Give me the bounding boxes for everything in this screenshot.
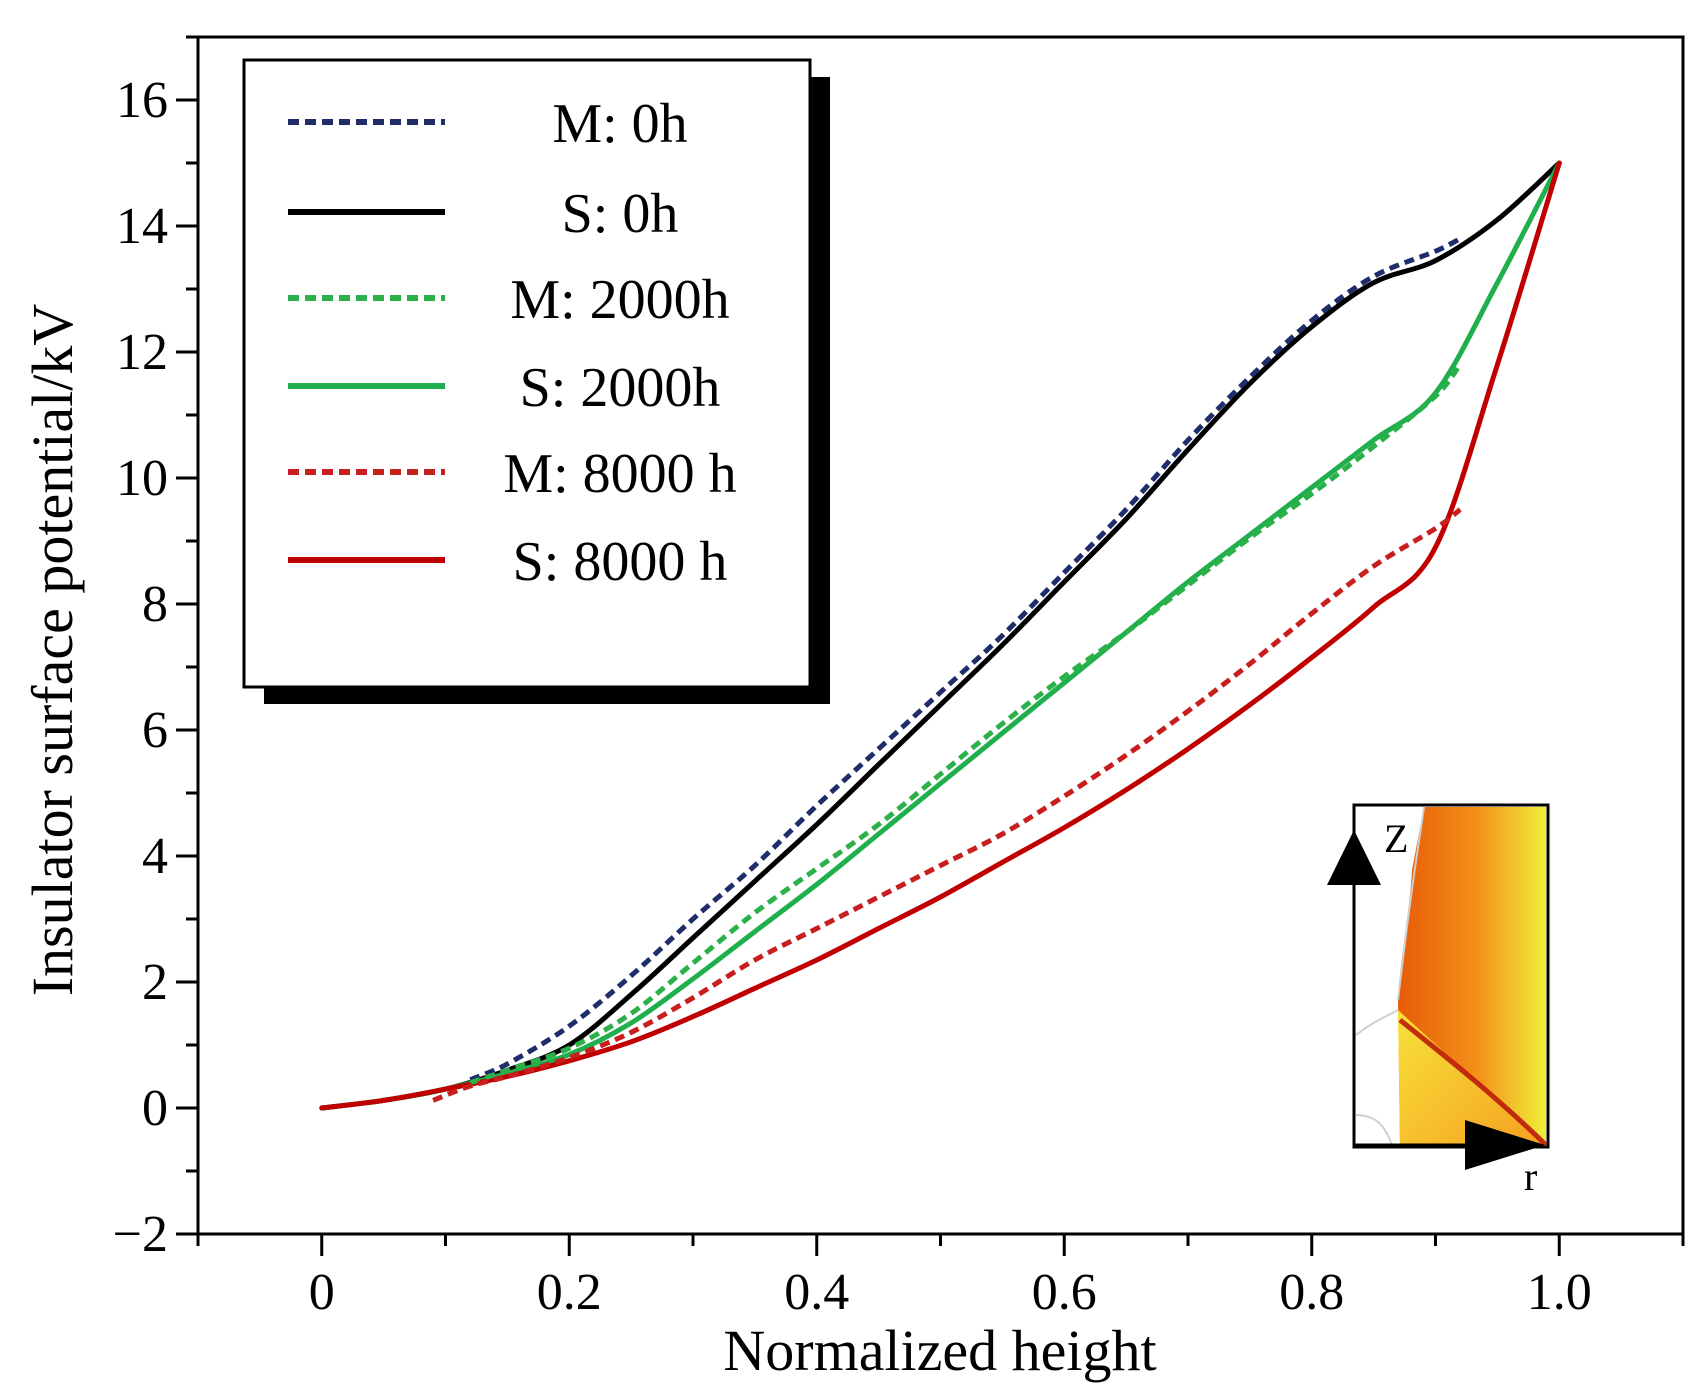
inset-z-arrow-icon [1327, 830, 1381, 885]
x-tick-label: 0.6 [1032, 1264, 1097, 1321]
inset-z-label: Z [1384, 816, 1408, 861]
series-line-s-2000h [319, 160, 1562, 1111]
legend-label: S: 8000 h [513, 531, 728, 593]
x-tick-label: 0 [309, 1264, 335, 1321]
x-axis: 0 0.2 0.4 0.6 0.8 1.0 [196, 1232, 1685, 1321]
x-axis-title: Normalized height [723, 1318, 1156, 1383]
legend-label: M: 2000h [510, 269, 729, 331]
series-line-m-8000-h [432, 507, 1462, 1103]
y-tick-label: 10 [116, 450, 168, 507]
inset-r-label: r [1524, 1154, 1537, 1199]
y-tick-label: 0 [142, 1080, 168, 1137]
y-axis-title: Insulator surface potential/kV [20, 304, 85, 997]
inset-electrode-outline [1355, 1009, 1399, 1146]
y-tick-label: 6 [142, 702, 168, 759]
x-tick-label: 1.0 [1527, 1264, 1592, 1321]
y-tick-label: −2 [113, 1206, 168, 1263]
y-axis: −2 0 2 4 6 8 10 12 14 16 [113, 35, 200, 1263]
series-line-s-8000-h [319, 160, 1562, 1111]
y-tick-label: 12 [116, 324, 168, 381]
series-layer [319, 160, 1562, 1111]
y-tick-label: 14 [116, 198, 168, 255]
x-tick-label: 0.4 [784, 1264, 849, 1321]
y-tick-label: 2 [142, 954, 168, 1011]
legend-label: M: 8000 h [503, 443, 736, 505]
inset-contour-line [1397, 806, 1425, 1001]
y-tick-label: 4 [142, 828, 168, 885]
inset-r-arrow-icon [1465, 1120, 1545, 1170]
legend-label: M: 0h [552, 93, 687, 155]
y-tick-label: 8 [142, 576, 168, 633]
x-tick-label: 0.8 [1279, 1264, 1344, 1321]
series-line-m-0h [469, 236, 1462, 1083]
legend-label: S: 0h [562, 183, 679, 245]
legend-label: S: 2000h [520, 357, 721, 419]
x-tick-label: 0.2 [537, 1264, 602, 1321]
legend-box [242, 58, 812, 689]
y-tick-label: 16 [116, 72, 168, 129]
legend: M: 0h S: 0h M: 2000h S: 2000h M: 8000 h S: 80… [242, 58, 830, 704]
inset-field-plot: Z r [1327, 803, 1550, 1199]
inset-field-ridge [1398, 1018, 1548, 1147]
